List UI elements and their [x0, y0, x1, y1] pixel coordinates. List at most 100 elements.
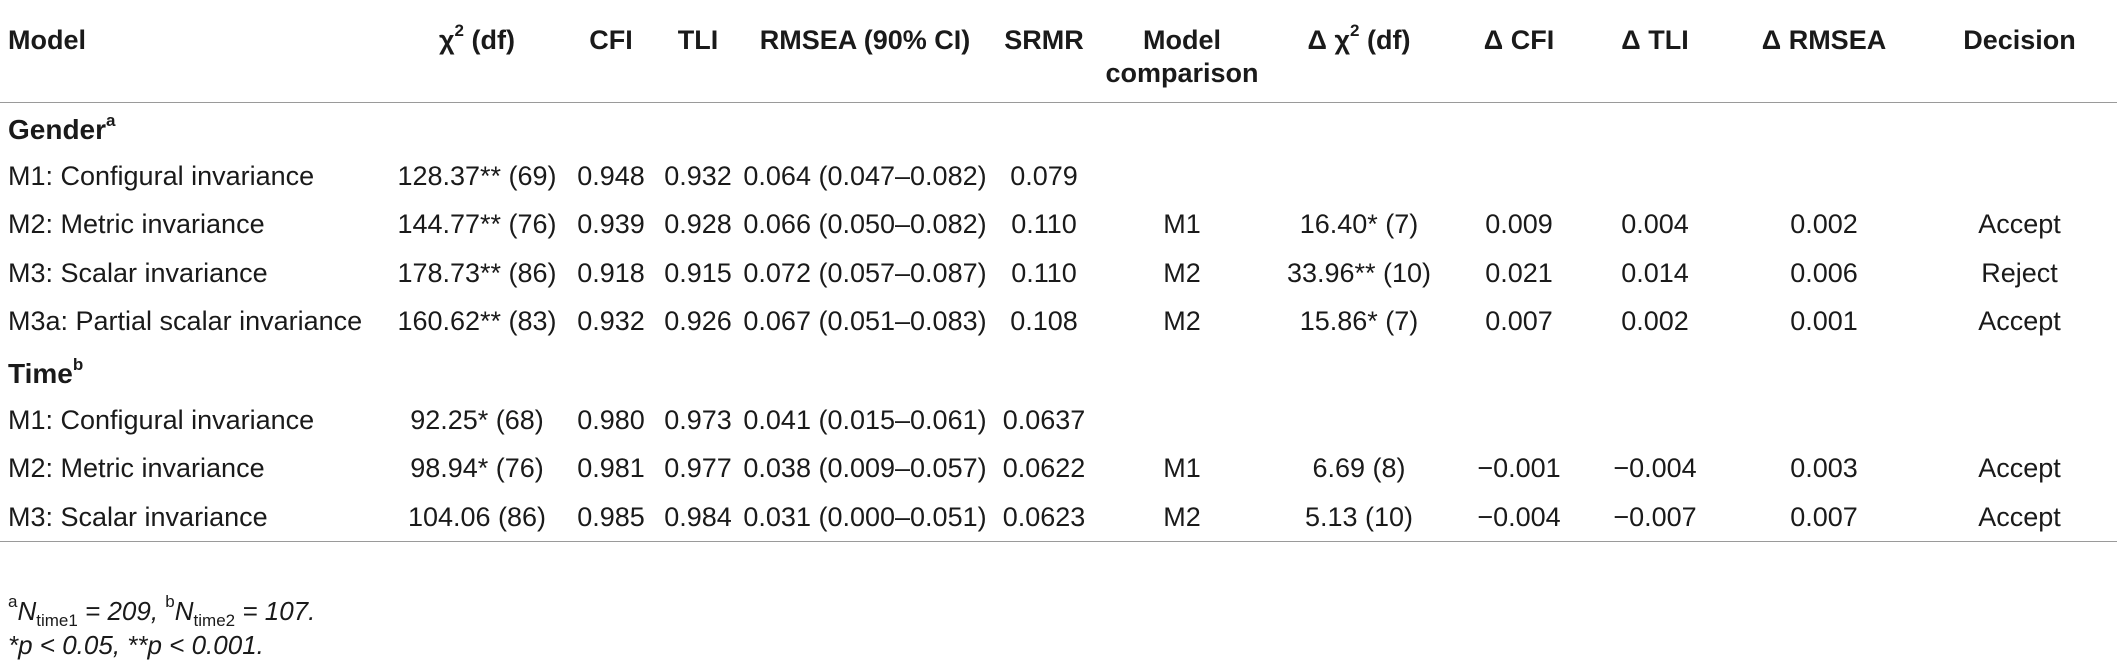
- group-row-gender: Gendera: [0, 102, 2117, 152]
- cell-model: M3a: Partial scalar invariance: [8, 306, 363, 337]
- table-row: M3a: Partial scalar invariance 160.62** (…: [0, 298, 2117, 347]
- cell-cfi: 0.948: [577, 160, 645, 191]
- cell-model: M2: Metric invariance: [8, 453, 265, 484]
- header-delta-tli: Δ TLI: [1621, 25, 1689, 55]
- table-row: M1: Configural invariance 92.25* (68) 0.98…: [0, 396, 2117, 445]
- header-delta-cfi: Δ CFI: [1483, 25, 1555, 55]
- cell-drmsea: 0.002: [1790, 209, 1858, 240]
- cell-dchi2: [1264, 152, 1454, 201]
- cell-tli: 0.915: [664, 257, 732, 288]
- cell-dcfi: 0.021: [1485, 257, 1553, 288]
- cell-rmsea: 0.064 (0.047–0.082): [743, 160, 987, 191]
- cell-comparison: M1: [1163, 209, 1201, 240]
- cell-srmr: 0.0622: [1002, 453, 1086, 484]
- cell-srmr: 0.110: [1011, 209, 1077, 240]
- cell-tli: 0.977: [664, 453, 732, 484]
- cell-chi2: 128.37** (69): [397, 160, 557, 191]
- cell-dtli: [1584, 152, 1726, 201]
- cell-decision: Accept: [1978, 209, 2061, 240]
- cell-chi2: 104.06 (86): [407, 501, 547, 532]
- header-tli: TLI: [677, 25, 719, 55]
- cell-cfi: 0.932: [577, 306, 645, 337]
- cell-drmsea: 0.003: [1790, 453, 1858, 484]
- header-cfi: CFI: [589, 25, 633, 55]
- cell-decision: Accept: [1978, 306, 2061, 337]
- cell-dcfi: −0.004: [1477, 501, 1561, 532]
- cell-srmr: 0.110: [1011, 257, 1077, 288]
- table-row: M3: Scalar invariance 178.73** (86) 0.918 0…: [0, 249, 2117, 298]
- cell-tli: 0.973: [664, 404, 732, 435]
- cell-drmsea: 0.001: [1790, 306, 1858, 337]
- cell-comparison: M1: [1163, 453, 1201, 484]
- cell-comparison: M2: [1163, 257, 1201, 288]
- cell-cfi: 0.980: [577, 404, 645, 435]
- cell-dcfi: [1454, 152, 1584, 201]
- cell-chi2: 144.77** (76): [397, 209, 557, 240]
- cell-model: M3: Scalar invariance: [8, 257, 268, 288]
- cell-chi2: 98.94* (76): [410, 453, 544, 484]
- group-label: Timeb: [8, 354, 84, 389]
- cell-dcfi: [1454, 396, 1584, 445]
- cell-rmsea: 0.066 (0.050–0.082): [743, 209, 987, 240]
- table-row: M3: Scalar invariance 104.06 (86) 0.985 0.9…: [0, 493, 2117, 542]
- cell-cfi: 0.981: [577, 453, 645, 484]
- header-model-comparison: Model comparison: [1105, 25, 1259, 88]
- cell-chi2: 92.25* (68): [410, 404, 544, 435]
- cell-rmsea: 0.067 (0.051–0.083): [743, 306, 987, 337]
- cell-model: M3: Scalar invariance: [8, 501, 268, 532]
- table-row: M2: Metric invariance 144.77** (76) 0.939 0…: [0, 201, 2117, 250]
- cell-dchi2: 5.13 (10): [1304, 501, 1414, 532]
- cell-decision: [1922, 152, 2117, 201]
- cell-dtli: 0.014: [1621, 257, 1689, 288]
- cell-dchi2: 6.69 (8): [1312, 453, 1406, 484]
- cell-dcfi: 0.007: [1485, 306, 1553, 337]
- cell-comparison: M2: [1163, 501, 1201, 532]
- cell-tli: 0.932: [664, 160, 732, 191]
- cell-comparison: [1100, 396, 1264, 445]
- cell-decision: Reject: [1981, 257, 2058, 288]
- header-rmsea: RMSEA (90% CI): [759, 25, 971, 55]
- cell-drmsea: 0.006: [1790, 257, 1858, 288]
- table-footnotes: aNtime1 = 209, bNtime2 = 107. *p < 0.05,…: [8, 592, 316, 662]
- cell-dtli: 0.004: [1621, 209, 1689, 240]
- cell-srmr: 0.0637: [1002, 404, 1086, 435]
- cell-model: M1: Configural invariance: [8, 404, 315, 435]
- cell-dchi2: 33.96** (10): [1286, 257, 1432, 288]
- cell-cfi: 0.939: [577, 209, 645, 240]
- cell-model: M2: Metric invariance: [8, 209, 265, 240]
- header-srmr: SRMR: [1004, 25, 1084, 55]
- cell-dtli: [1584, 396, 1726, 445]
- table-row: M1: Configural invariance 128.37** (69) 0.…: [0, 152, 2117, 201]
- header-row: Model χ2 (df) CFI TLI RMSEA (90% CI) SRM…: [0, 0, 2117, 102]
- invariance-table: Model χ2 (df) CFI TLI RMSEA (90% CI) SRM…: [0, 0, 2117, 542]
- footnote-sample-sizes: aNtime1 = 209, bNtime2 = 107.: [8, 592, 316, 631]
- cell-chi2: 160.62** (83): [397, 306, 557, 337]
- cell-srmr: 0.0623: [1002, 501, 1086, 532]
- cell-dtli: 0.002: [1621, 306, 1689, 337]
- header-delta-chi2: Δ χ2 (df): [1307, 21, 1411, 55]
- cell-model: M1: Configural invariance: [8, 160, 315, 191]
- cell-drmsea: [1726, 396, 1922, 445]
- cell-decision: [1922, 396, 2117, 445]
- cell-dchi2: 16.40* (7): [1299, 209, 1419, 240]
- header-model: Model: [8, 25, 86, 55]
- cell-tli: 0.984: [664, 501, 732, 532]
- cell-cfi: 0.918: [577, 257, 645, 288]
- cell-decision: Accept: [1978, 501, 2061, 532]
- cell-dtli: −0.007: [1613, 501, 1697, 532]
- header-chi2: χ2 (df): [439, 21, 515, 55]
- cell-drmsea: [1726, 152, 1922, 201]
- group-label: Gendera: [8, 110, 116, 146]
- cell-cfi: 0.985: [577, 501, 645, 532]
- table-row: M2: Metric invariance 98.94* (76) 0.981 0.9…: [0, 445, 2117, 494]
- cell-rmsea: 0.031 (0.000–0.051): [743, 501, 987, 532]
- cell-srmr: 0.079: [1010, 160, 1078, 191]
- footnote-significance: *p < 0.05, **p < 0.001.: [8, 630, 264, 660]
- cell-comparison: [1100, 152, 1264, 201]
- cell-dtli: −0.004: [1613, 453, 1697, 484]
- cell-rmsea: 0.041 (0.015–0.061): [743, 404, 987, 435]
- cell-tli: 0.926: [664, 306, 732, 337]
- cell-tli: 0.928: [664, 209, 732, 240]
- cell-chi2: 178.73** (86): [397, 257, 557, 288]
